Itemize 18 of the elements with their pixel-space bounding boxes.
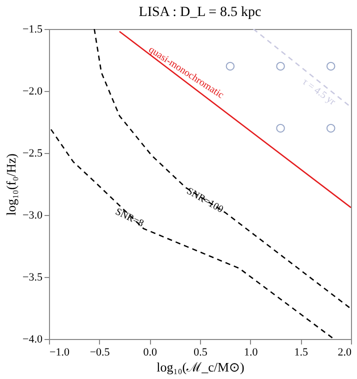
- x-axis-title: log₁₀(ℳ_c/M⊙): [156, 360, 244, 374]
- y-tick-label: −3.5: [22, 272, 43, 284]
- x-tick-label: 1.5: [294, 346, 309, 358]
- x-tick-label: 0.0: [143, 346, 158, 358]
- x-tick-label: 0.5: [194, 346, 208, 358]
- line-series: [94, 29, 351, 309]
- line-series: [50, 128, 335, 339]
- y-tick-label: −2.0: [22, 86, 43, 98]
- y-tick-label: −3.0: [22, 210, 43, 222]
- y-tick-label: −4.0: [22, 334, 43, 346]
- x-tick-label: 2.0: [338, 346, 352, 358]
- y-tick-label: −1.5: [22, 24, 43, 36]
- y-tick-label: −2.5: [22, 148, 43, 160]
- x-tick-label: 1.0: [244, 346, 258, 358]
- chart-title: LISA : D_L = 8.5 kpc: [138, 5, 262, 20]
- y-axis-title: log₁₀(f₀/Hz): [4, 154, 19, 216]
- x-tick-label: −1.0: [50, 346, 70, 358]
- x-tick-label: −0.5: [90, 346, 110, 358]
